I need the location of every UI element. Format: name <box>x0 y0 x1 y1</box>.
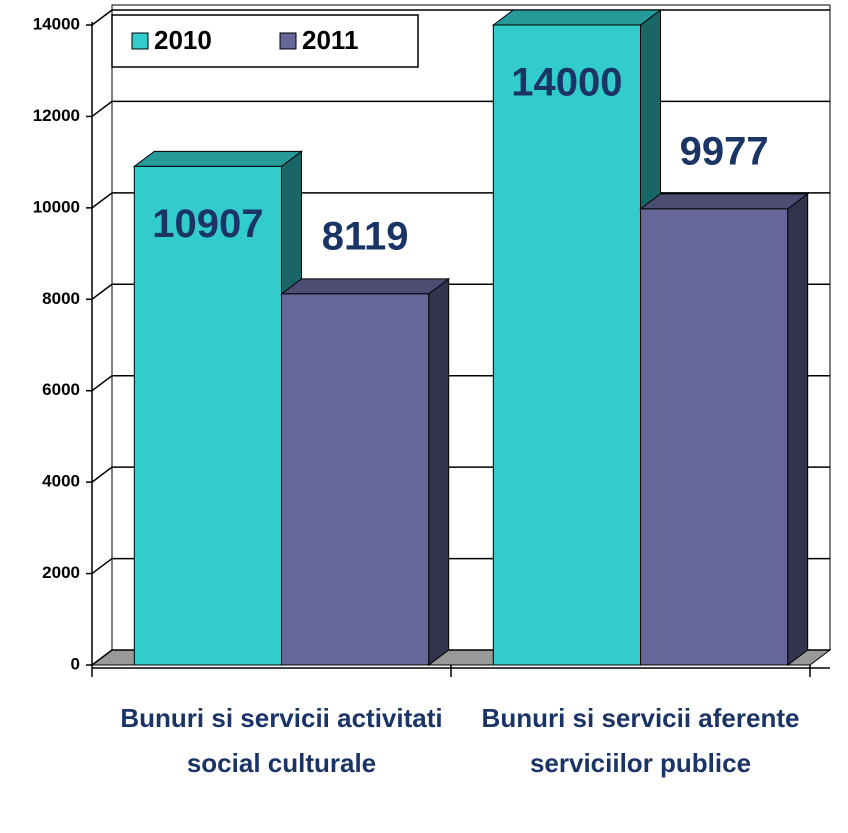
y-tick-label: 14000 <box>33 14 80 33</box>
bar-top <box>132 150 303 167</box>
legend-box <box>111 14 419 68</box>
bar-front <box>492 24 641 666</box>
y-tick-label: 2000 <box>42 563 80 582</box>
x-tick-label: Bunuri si servicii aferente serviciilor … <box>481 703 800 778</box>
legend-label: 2010 <box>154 25 212 55</box>
legend: 2010 2011 <box>111 14 419 68</box>
bar-top <box>639 193 810 210</box>
bar-front <box>133 165 282 666</box>
bar <box>639 192 810 666</box>
y-tick-label: 0 <box>71 654 80 673</box>
y-tick-label: 12000 <box>33 106 80 125</box>
legend-swatch <box>279 32 297 50</box>
bar <box>280 277 451 666</box>
y-tick-label: 4000 <box>42 472 80 491</box>
x-tick-label: Bunuri si servicii activitati social cul… <box>120 703 443 778</box>
data-label: 14000 <box>511 61 622 105</box>
data-label: 8119 <box>322 214 409 258</box>
legend-swatch <box>131 32 149 50</box>
x-category: Bunuri si servicii activitati social cul… <box>120 703 443 778</box>
y-tick-label: 10000 <box>33 197 80 216</box>
bar-side <box>428 277 450 666</box>
legend-label: 2011 <box>302 25 358 55</box>
bar-top <box>280 278 451 295</box>
bar-front <box>640 208 789 666</box>
y-tick-label: 6000 <box>42 380 80 399</box>
bar-top <box>491 9 662 26</box>
bar-front <box>281 293 430 666</box>
y-tick-label: 8000 <box>42 289 80 308</box>
x-category: Bunuri si servicii aferente serviciilor … <box>481 703 800 778</box>
data-label: 10907 <box>152 202 263 246</box>
data-label: 9977 <box>680 129 769 173</box>
bar <box>491 9 662 666</box>
bar-side <box>787 192 809 666</box>
